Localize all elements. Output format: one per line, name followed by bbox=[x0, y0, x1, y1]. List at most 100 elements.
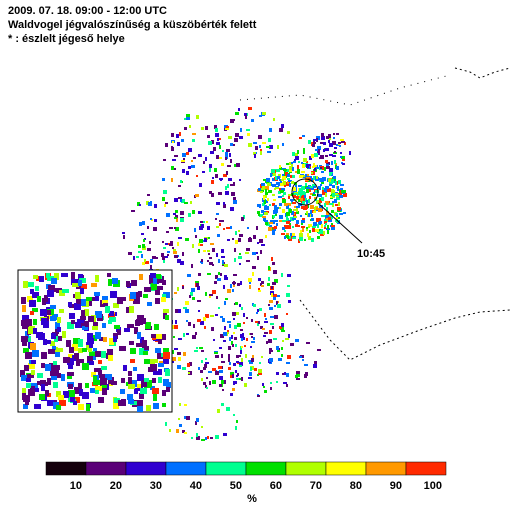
radar-pixel bbox=[197, 300, 201, 302]
colorbar-segment bbox=[365, 461, 407, 476]
radar-pixel bbox=[332, 193, 335, 197]
radar-pixel bbox=[287, 274, 291, 277]
radar-pixel bbox=[292, 202, 296, 204]
radar-pixel bbox=[184, 202, 188, 204]
radar-pixel bbox=[277, 350, 280, 352]
inset-pixel bbox=[67, 358, 74, 365]
radar-pixel bbox=[279, 128, 283, 132]
radar-pixel bbox=[185, 301, 189, 305]
radar-pixel bbox=[275, 214, 277, 216]
radar-pixel bbox=[327, 225, 329, 229]
inset-pixel bbox=[152, 378, 156, 383]
radar-pixel bbox=[233, 285, 235, 287]
radar-pixel bbox=[342, 190, 346, 193]
colorbar-label: 60 bbox=[270, 480, 282, 492]
radar-pixel bbox=[306, 227, 308, 229]
radar-pixel bbox=[240, 329, 243, 331]
inset-pixel bbox=[25, 352, 32, 359]
inset-pixel bbox=[80, 288, 84, 294]
inset-pixel bbox=[27, 296, 33, 302]
radar-pixel bbox=[236, 355, 239, 358]
radar-pixel bbox=[237, 323, 241, 327]
radar-pixel bbox=[241, 358, 243, 362]
radar-pixel bbox=[167, 251, 170, 253]
radar-pixel bbox=[258, 135, 262, 139]
radar-pixel bbox=[200, 221, 203, 223]
radar-pixel bbox=[272, 282, 276, 285]
radar-pixel bbox=[339, 213, 343, 215]
radar-pixel bbox=[216, 155, 219, 159]
radar-pixel bbox=[146, 201, 149, 205]
radar-pixel bbox=[253, 304, 256, 307]
inset-pixel bbox=[138, 291, 142, 297]
radar-pixel bbox=[207, 226, 210, 230]
radar-pixel bbox=[205, 437, 207, 440]
radar-pixel bbox=[261, 183, 265, 186]
inset-pixel bbox=[152, 388, 159, 394]
radar-pixel bbox=[326, 164, 329, 166]
radar-pixel bbox=[205, 314, 209, 318]
inset-pixel bbox=[161, 297, 166, 302]
radar-pixel bbox=[192, 297, 195, 300]
inset-pixel bbox=[47, 276, 54, 281]
radar-pixel bbox=[201, 350, 204, 352]
inset-pixel bbox=[30, 343, 36, 350]
radar-pixel bbox=[286, 212, 290, 216]
radar-pixel bbox=[338, 217, 340, 219]
radar-pixel bbox=[273, 297, 276, 300]
radar-pixel bbox=[221, 361, 225, 363]
radar-pixel bbox=[199, 183, 202, 187]
inset-pixel bbox=[146, 405, 151, 411]
radar-pixel bbox=[264, 321, 268, 323]
radar-pixel bbox=[225, 152, 228, 155]
radar-pixel bbox=[307, 174, 309, 176]
radar-pixel bbox=[198, 367, 200, 370]
inset-pixel bbox=[150, 273, 156, 278]
radar-pixel bbox=[235, 344, 237, 347]
radar-pixel bbox=[223, 174, 227, 177]
radar-pixel bbox=[264, 212, 268, 215]
radar-pixel bbox=[284, 236, 286, 239]
radar-pixel bbox=[186, 416, 190, 420]
radar-pixel bbox=[337, 189, 339, 191]
inset-pixel bbox=[98, 360, 102, 364]
radar-pixel bbox=[315, 167, 319, 169]
radar-pixel bbox=[262, 328, 265, 330]
radar-pixel bbox=[187, 274, 191, 277]
radar-pixel bbox=[258, 321, 260, 324]
radar-pixel bbox=[297, 150, 299, 154]
radar-pixel bbox=[218, 259, 220, 263]
radar-pixel bbox=[322, 192, 326, 195]
radar-pixel bbox=[144, 259, 146, 262]
inset-pixel bbox=[78, 274, 83, 279]
radar-pixel bbox=[230, 226, 232, 229]
radar-pixel bbox=[131, 210, 135, 212]
inset-pixel bbox=[78, 339, 83, 345]
radar-pixel bbox=[233, 363, 236, 366]
radar-pixel bbox=[279, 215, 283, 219]
radar-pixel bbox=[235, 370, 237, 373]
inset-pixel bbox=[43, 339, 47, 345]
radar-pixel bbox=[292, 187, 296, 191]
inset-pixel bbox=[67, 322, 74, 329]
radar-pixel bbox=[264, 332, 268, 334]
radar-pixel bbox=[216, 253, 218, 257]
radar-pixel bbox=[313, 142, 316, 144]
radar-pixel bbox=[246, 129, 250, 131]
radar-pixel bbox=[199, 239, 203, 243]
radar-pixel bbox=[186, 320, 188, 322]
radar-pixel bbox=[299, 188, 302, 192]
inset-pixel bbox=[53, 382, 58, 388]
radar-pixel bbox=[281, 323, 284, 327]
colorbar-segment bbox=[405, 461, 447, 476]
inset-pixel bbox=[108, 355, 113, 361]
radar-pixel bbox=[277, 145, 279, 149]
inset-pixel bbox=[30, 311, 34, 315]
inset-pixel bbox=[89, 352, 95, 356]
radar-pixel bbox=[145, 261, 149, 264]
radar-pixel bbox=[276, 182, 280, 185]
radar-pixel bbox=[272, 184, 276, 187]
radar-pixel bbox=[190, 201, 192, 204]
radar-pixel bbox=[215, 275, 218, 279]
